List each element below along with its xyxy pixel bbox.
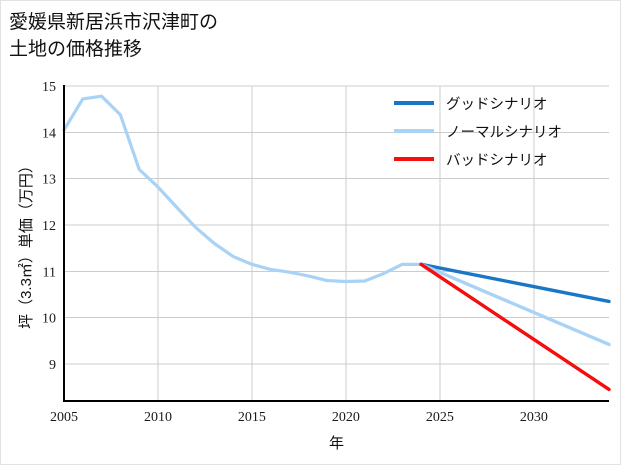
x-tick-label: 2010 [144, 410, 172, 425]
x-tick-label: 2025 [426, 410, 454, 425]
series-line-グッドシナリオ [419, 262, 611, 304]
x-tick-label: 2015 [238, 410, 266, 425]
y-tick-label: 12 [42, 219, 56, 234]
legend-label-1: ノーマルシナリオ [446, 125, 562, 141]
legend-label-2: バッドシナリオ [446, 153, 548, 169]
y-tick-label: 9 [49, 358, 56, 373]
series-line-historical [62, 94, 423, 284]
chart-title: 愛媛県新居浜市沢津町の 土地の価格推移 [9, 12, 219, 60]
series-line-バッドシナリオ [419, 262, 611, 392]
x-tick-label: 2005 [50, 410, 78, 425]
gridlines-group [64, 85, 609, 401]
x-tick-label: 2030 [520, 410, 548, 425]
x-axis-title: 年 [329, 435, 344, 452]
series-group [62, 94, 611, 392]
y-tick-label: 11 [43, 265, 56, 280]
y-axis-ticks: 9 10 11 12 13 14 15 [42, 80, 56, 373]
y-tick-label: 13 [42, 173, 56, 188]
y-tick-label: 14 [42, 126, 56, 141]
y-tick-label: 10 [42, 312, 56, 327]
legend-label-0: グッドシナリオ [446, 96, 548, 113]
x-tick-label: 2020 [332, 410, 360, 425]
series-line-ノーマルシナリオ [419, 262, 611, 347]
axis-lines [62, 85, 609, 403]
y-axis-title: 坪（3.3㎡）単価（万円） [18, 158, 35, 329]
y-tick-label: 15 [42, 80, 56, 95]
x-axis-ticks: 2005 2010 2015 2020 2025 2030 [50, 410, 548, 425]
